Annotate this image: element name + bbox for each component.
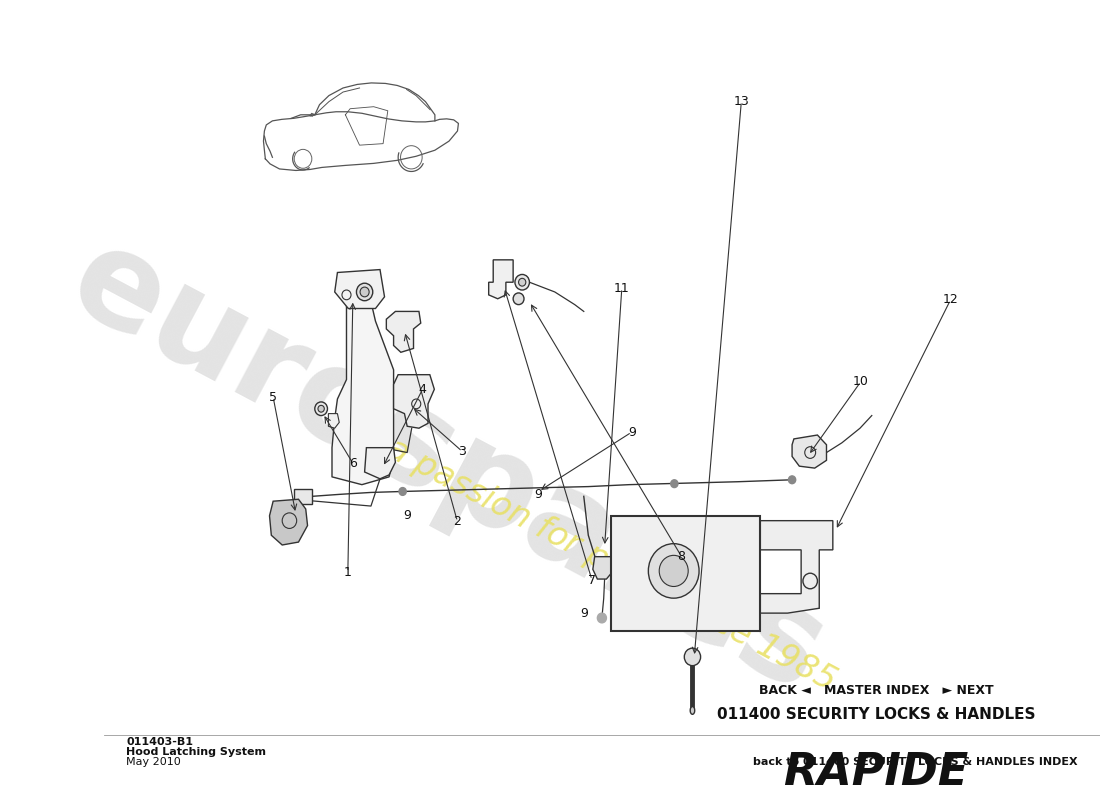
Text: BACK ◄   MASTER INDEX   ► NEXT: BACK ◄ MASTER INDEX ► NEXT bbox=[759, 683, 993, 697]
Circle shape bbox=[399, 487, 406, 495]
Circle shape bbox=[789, 476, 795, 484]
Circle shape bbox=[659, 555, 689, 586]
Polygon shape bbox=[386, 311, 421, 352]
Polygon shape bbox=[792, 435, 826, 468]
Polygon shape bbox=[270, 499, 308, 545]
Polygon shape bbox=[332, 282, 394, 485]
Text: eurospares: eurospares bbox=[50, 215, 846, 719]
Text: 9: 9 bbox=[404, 510, 411, 522]
Polygon shape bbox=[488, 260, 513, 298]
Circle shape bbox=[356, 283, 373, 301]
Circle shape bbox=[518, 278, 526, 286]
Text: Hood Latching System: Hood Latching System bbox=[126, 747, 266, 757]
Polygon shape bbox=[329, 414, 339, 428]
Polygon shape bbox=[593, 557, 615, 579]
Circle shape bbox=[648, 544, 700, 598]
Circle shape bbox=[513, 293, 524, 305]
Text: 6: 6 bbox=[349, 457, 356, 470]
Text: 5: 5 bbox=[270, 390, 277, 403]
Text: 1: 1 bbox=[344, 566, 352, 578]
Bar bbox=[610, 516, 760, 630]
Circle shape bbox=[515, 274, 529, 290]
Text: 9: 9 bbox=[628, 426, 636, 438]
Polygon shape bbox=[334, 270, 385, 309]
Text: 9: 9 bbox=[535, 488, 542, 501]
Text: 9: 9 bbox=[580, 606, 587, 620]
Text: 011400 SECURITY LOCKS & HANDLES: 011400 SECURITY LOCKS & HANDLES bbox=[716, 707, 1035, 722]
Text: 12: 12 bbox=[943, 294, 958, 306]
Text: 3: 3 bbox=[459, 445, 466, 458]
Text: 10: 10 bbox=[852, 375, 869, 388]
Circle shape bbox=[315, 402, 328, 415]
Text: RAPIDE: RAPIDE bbox=[783, 751, 968, 794]
Ellipse shape bbox=[690, 706, 695, 714]
Circle shape bbox=[318, 406, 324, 412]
Polygon shape bbox=[394, 374, 435, 428]
Text: May 2010: May 2010 bbox=[126, 757, 182, 767]
Circle shape bbox=[360, 287, 370, 297]
Polygon shape bbox=[364, 448, 395, 479]
Circle shape bbox=[684, 648, 701, 666]
Text: 2: 2 bbox=[453, 515, 461, 528]
Text: 11: 11 bbox=[614, 282, 629, 294]
Bar bbox=[294, 489, 312, 504]
Text: 7: 7 bbox=[587, 574, 596, 586]
Text: 8: 8 bbox=[678, 550, 685, 563]
Text: 4: 4 bbox=[419, 382, 427, 396]
Text: back to 011400 SECURITY LOCKS & HANDLES INDEX: back to 011400 SECURITY LOCKS & HANDLES … bbox=[752, 757, 1077, 767]
Circle shape bbox=[671, 480, 678, 487]
Text: 011403-B1: 011403-B1 bbox=[126, 738, 194, 747]
Text: a passion for parts since 1985: a passion for parts since 1985 bbox=[381, 431, 842, 698]
Text: 13: 13 bbox=[734, 94, 749, 108]
Circle shape bbox=[597, 613, 606, 623]
Polygon shape bbox=[760, 521, 833, 613]
